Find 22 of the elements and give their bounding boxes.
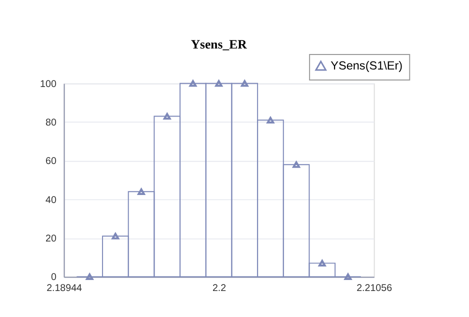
y-tick-label: 100 [40, 78, 57, 90]
x-tick-label: 2.18944 [46, 282, 83, 294]
point [266, 116, 274, 124]
x-tick-label: 2.2 [212, 282, 226, 294]
point [215, 80, 222, 87]
point [86, 273, 94, 280]
point [318, 260, 326, 266]
y-tick-label: 20 [46, 233, 57, 244]
y-tick-label: 40 [46, 194, 57, 206]
point [189, 80, 197, 87]
point [112, 232, 120, 240]
point [240, 80, 248, 87]
chart-title: Ysens_ER [190, 38, 248, 52]
y-tick-label: 60 [46, 156, 57, 168]
point [163, 112, 171, 120]
point [138, 188, 145, 195]
point [292, 161, 300, 168]
y-tick-label: 0 [50, 272, 57, 284]
x-tick-label: 2.21056 [356, 282, 393, 294]
legend-label: YSens(S1\Er) [330, 60, 403, 73]
y-tick-label: 80 [46, 118, 57, 129]
point [344, 273, 352, 280]
